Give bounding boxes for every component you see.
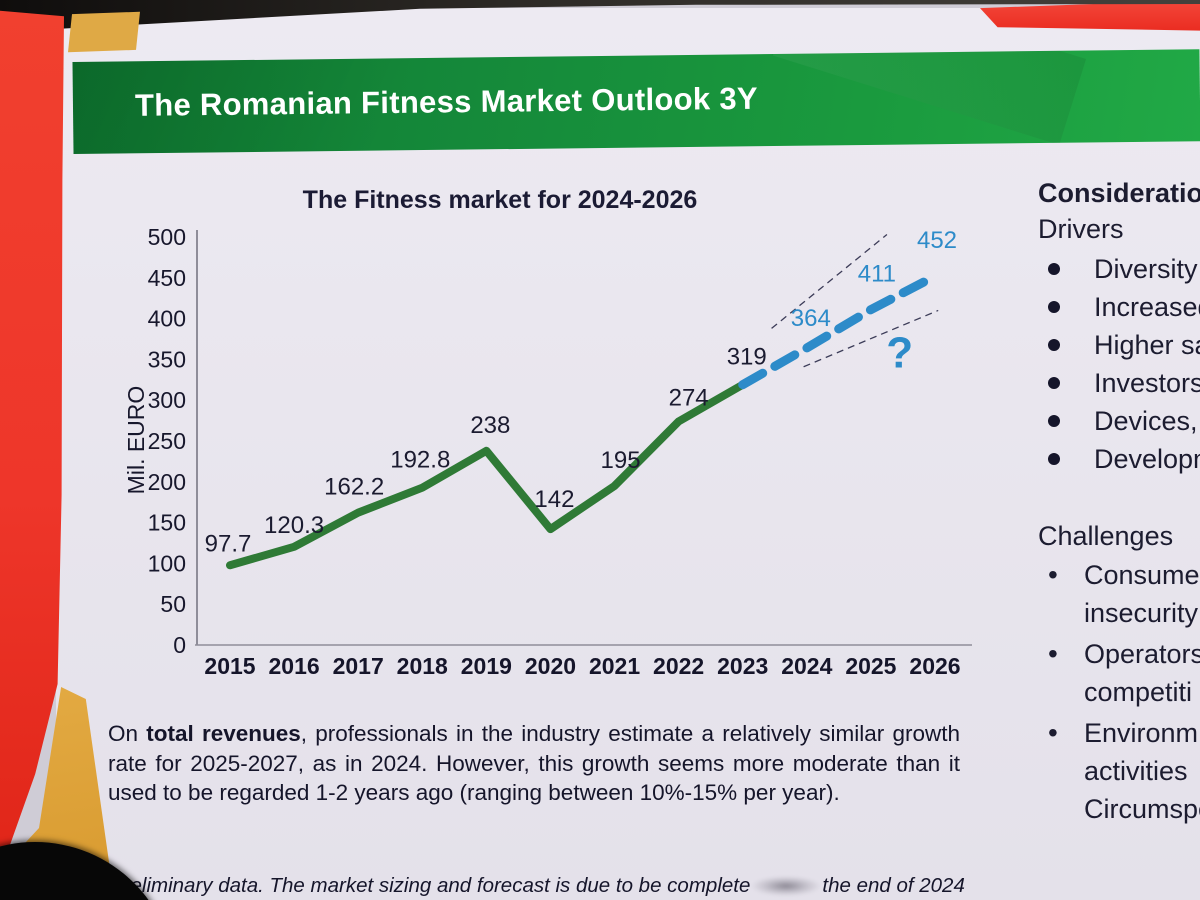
- y-tick-label: 100: [148, 550, 186, 576]
- y-tick-label: 150: [148, 510, 186, 536]
- list-item: Devices,: [1038, 402, 1200, 440]
- x-tick-label: 2019: [461, 653, 512, 679]
- footnote-part2: the end of 2024: [822, 874, 965, 897]
- data-label: 364: [791, 305, 831, 332]
- x-tick-label: 2024: [781, 653, 832, 679]
- drivers-heading: Drivers: [1038, 214, 1124, 244]
- data-label: 452: [917, 227, 957, 254]
- x-tick-label: 2020: [525, 653, 576, 679]
- x-tick-label: 2017: [333, 653, 384, 679]
- data-label: 411: [858, 261, 896, 288]
- data-label: 274: [669, 384, 709, 411]
- bullet-icon: [1048, 339, 1060, 351]
- data-label: 319: [727, 344, 767, 371]
- paragraph-prefix: On: [108, 721, 147, 746]
- x-tick-label: 2015: [204, 653, 255, 679]
- y-tick-label: 0: [173, 632, 186, 658]
- challenges-heading: Challenges: [1038, 521, 1174, 551]
- actual-line: [226, 380, 747, 570]
- paragraph-rest: , professionals in the industry estimate…: [108, 721, 960, 805]
- challenges-list: • Consume insecurity • Operators competi…: [1038, 556, 1200, 828]
- y-tick-label: 300: [148, 387, 186, 413]
- list-item: Developm: [1038, 440, 1200, 478]
- list-item: • Environm activities Circumspe: [1038, 714, 1200, 828]
- bullet-icon: [1048, 377, 1060, 389]
- bullet-icon: [1048, 263, 1060, 275]
- y-tick-label: 350: [148, 346, 186, 372]
- bullet-icon: [1048, 453, 1060, 465]
- data-label: 120.3: [264, 512, 324, 539]
- uncertainty-guide: [803, 309, 939, 368]
- x-tick-label: 2026: [909, 653, 960, 679]
- bullet-icon: •: [1048, 638, 1058, 669]
- y-axis-title: Mil. EURO: [123, 386, 149, 495]
- data-label: 192.8: [390, 447, 450, 474]
- footnote: Preliminary data. The market sizing and …: [110, 874, 965, 898]
- x-tick-label: 2025: [845, 653, 896, 679]
- data-label: 238: [470, 412, 510, 439]
- x-tick-label: 2023: [717, 653, 768, 679]
- uncertainty-guide: [771, 234, 888, 329]
- y-tick-label: 50: [160, 591, 186, 617]
- list-item: • Consume insecurity: [1038, 556, 1200, 632]
- list-item: Diversity: [1038, 250, 1200, 288]
- data-label: 97.7: [205, 530, 252, 557]
- bullet-icon: [1048, 415, 1060, 427]
- considerations-heading: Consideratio: [1038, 178, 1200, 208]
- forecast-line: [738, 271, 940, 390]
- marker-smudge: [751, 876, 822, 896]
- bullet-icon: •: [1048, 559, 1058, 590]
- slide-title: The Romanian Fitness Market Outlook 3Y: [134, 80, 759, 123]
- fitness-market-chart: 0 50 100 150 200 250 300 350 400 450 500 Mil. EURO 2…: [123, 224, 972, 679]
- slide: The Romanian Fitness Market Outlook 3Y T…: [56, 8, 1200, 900]
- list-item: Increased: [1038, 288, 1200, 326]
- x-tick-label: 2021: [589, 653, 640, 679]
- chart-title: The Fitness market for 2024-2026: [302, 186, 698, 214]
- considerations-column: Consideratio Drivers Diversity Increased…: [1038, 176, 1200, 831]
- footnote-part1: Preliminary data. The market sizing and …: [110, 874, 751, 897]
- drivers-list: Diversity Increased Higher sa Investors …: [1038, 250, 1200, 478]
- x-tick-label: 2018: [397, 653, 448, 679]
- y-tick-label: 200: [148, 469, 186, 495]
- x-tick-label: 2022: [653, 653, 704, 679]
- list-item: Investors: [1038, 364, 1200, 402]
- list-item: Higher sa: [1038, 326, 1200, 364]
- paragraph-bold: total revenues: [146, 721, 301, 746]
- bullet-icon: [1048, 301, 1060, 313]
- data-label: 162.2: [324, 474, 384, 501]
- bullet-icon: •: [1048, 717, 1058, 748]
- summary-paragraph: On total revenues, professionals in the …: [108, 719, 960, 808]
- gold-accent: [68, 11, 140, 53]
- y-tick-label: 450: [148, 265, 186, 291]
- list-item: • Operators competiti: [1038, 635, 1200, 711]
- slide-title-banner: The Romanian Fitness Market Outlook 3Y: [72, 49, 1200, 154]
- y-tick-label: 400: [148, 306, 186, 332]
- question-mark-annotation: ?: [886, 329, 913, 378]
- data-label: 142: [534, 486, 574, 513]
- y-tick-label: 500: [148, 224, 186, 250]
- y-tick-label: 250: [148, 428, 186, 454]
- data-label: 195: [601, 447, 641, 474]
- x-tick-label: 2016: [269, 653, 320, 679]
